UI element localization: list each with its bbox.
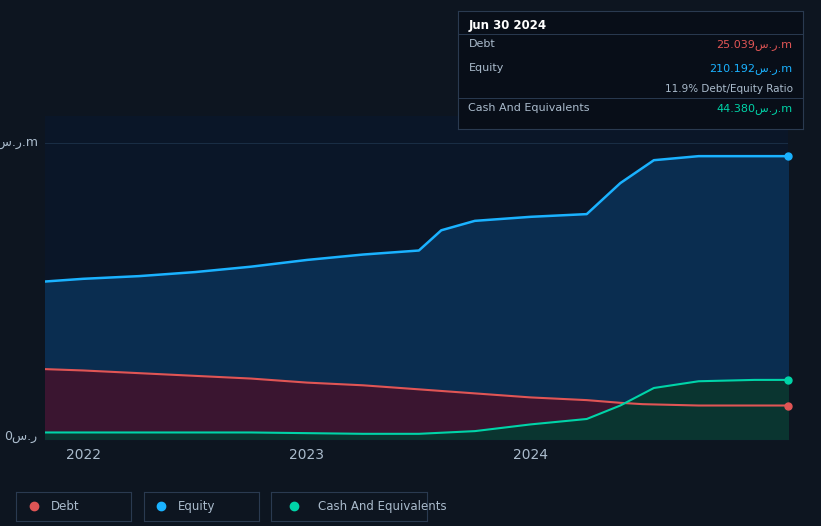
Text: 0س.ر: 0س.ر [5, 430, 38, 443]
Text: Equity: Equity [178, 500, 216, 513]
Text: Equity: Equity [469, 63, 504, 73]
Text: Jun 30 2024: Jun 30 2024 [469, 19, 547, 32]
Text: Debt: Debt [51, 500, 80, 513]
Text: Cash And Equivalents: Cash And Equivalents [469, 103, 590, 113]
Text: 25.039س.ر.m: 25.039س.ر.m [717, 39, 792, 50]
Text: 44.380س.ر.m: 44.380س.ر.m [717, 103, 792, 114]
Text: 11.9% Debt/Equity Ratio: 11.9% Debt/Equity Ratio [664, 84, 792, 94]
Text: Debt: Debt [469, 39, 495, 49]
Text: 210.192س.ر.m: 210.192س.ر.m [709, 63, 792, 74]
Text: 220س.ر.m: 220س.ر.m [0, 136, 38, 149]
Text: Cash And Equivalents: Cash And Equivalents [318, 500, 447, 513]
